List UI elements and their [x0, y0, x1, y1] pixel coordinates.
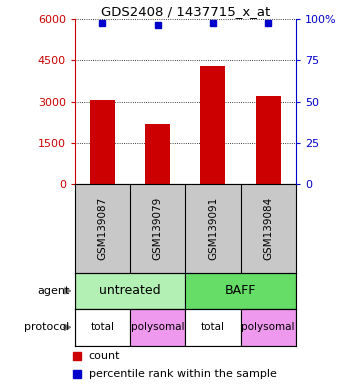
- Text: percentile rank within the sample: percentile rank within the sample: [89, 369, 277, 379]
- Bar: [90, 100, 115, 184]
- Text: BAFF: BAFF: [225, 285, 256, 297]
- Bar: [130, 309, 185, 346]
- Bar: [185, 273, 296, 309]
- Text: polysomal: polysomal: [131, 322, 184, 333]
- Text: total: total: [90, 322, 115, 333]
- Bar: [241, 309, 296, 346]
- Bar: [201, 66, 225, 184]
- Text: GSM139091: GSM139091: [208, 197, 218, 260]
- Title: GDS2408 / 1437715_x_at: GDS2408 / 1437715_x_at: [101, 5, 270, 18]
- Bar: [185, 309, 241, 346]
- Text: GSM139079: GSM139079: [153, 197, 163, 260]
- Text: GSM139087: GSM139087: [98, 197, 107, 260]
- Text: count: count: [89, 351, 120, 361]
- Text: untreated: untreated: [99, 285, 161, 297]
- Text: total: total: [201, 322, 225, 333]
- Text: agent: agent: [37, 286, 70, 296]
- Bar: [75, 273, 185, 309]
- Bar: [256, 96, 280, 184]
- Text: polysomal: polysomal: [241, 322, 295, 333]
- Text: GSM139084: GSM139084: [263, 197, 273, 260]
- Bar: [145, 124, 170, 184]
- Bar: [75, 309, 130, 346]
- Text: protocol: protocol: [24, 322, 70, 333]
